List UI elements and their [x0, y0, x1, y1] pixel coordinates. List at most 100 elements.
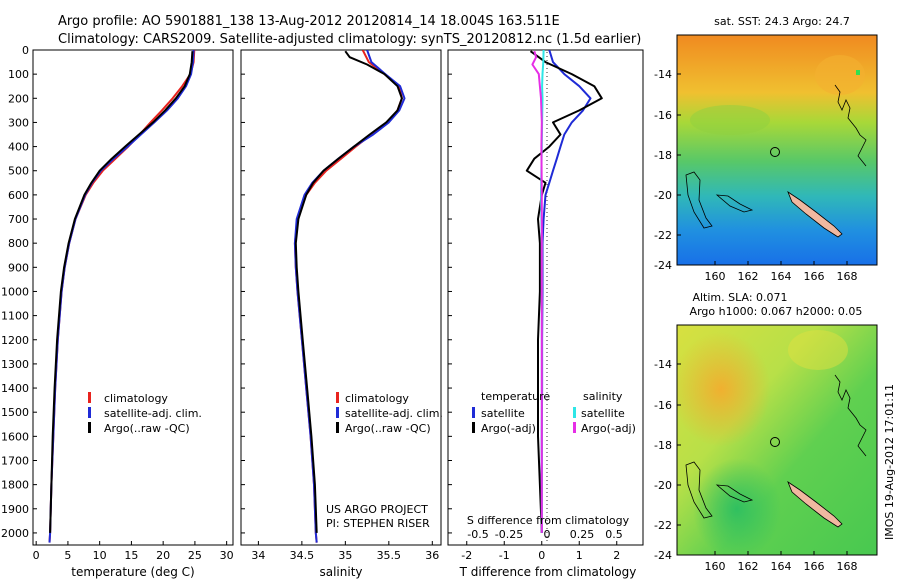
- temperature-panel-frame: [32, 49, 234, 546]
- depth-tick-label: 500: [8, 165, 29, 178]
- map-y-tick-label: -18: [654, 439, 672, 452]
- temperature-xlabel: temperature (deg C): [71, 565, 194, 579]
- x-tick-label: 2: [613, 549, 620, 562]
- depth-tick-label: 1900: [1, 503, 29, 516]
- map-y-tick-label: -20: [654, 189, 672, 202]
- map-x-tick-label: 164: [771, 560, 792, 573]
- x-tick-label: 36: [425, 549, 439, 562]
- legend-climatology: climatology: [104, 392, 168, 405]
- new-caledonia-land: [787, 190, 843, 238]
- vanuatu-islands: [834, 374, 867, 457]
- x-tick-label: 0: [33, 549, 40, 562]
- map-y-tick-label: -22: [654, 229, 672, 242]
- map-y-tick-label: -14: [654, 68, 672, 81]
- legend-satellite-adj: satellite-adj. clim.: [104, 407, 202, 420]
- legend-satellite: satellite: [481, 407, 525, 420]
- map-y-tick-label: -20: [654, 479, 672, 492]
- new-caledonia-land: [787, 480, 843, 528]
- depth-tick-label: 0: [22, 44, 29, 57]
- series-line-argo-raw-qc-: [294, 50, 403, 533]
- s-difference-tick-label: 0.25: [570, 528, 595, 541]
- difference-salinity-legend: salinity satellite Argo(-adj): [573, 390, 636, 435]
- series-line-satellite-adj-clim-: [48, 50, 195, 543]
- salinity-xlabel: salinity: [319, 565, 362, 579]
- salinity-series: [293, 50, 406, 543]
- salinity-x-axis: 34 34.5 35 35.5 36: [251, 541, 439, 562]
- series-line-satellite-adj-clim-: [293, 50, 406, 543]
- float-position-marker: [770, 147, 780, 157]
- legend-argo: Argo(..raw -QC): [345, 422, 431, 435]
- s-difference-tick-label: -0.5: [467, 528, 488, 541]
- map-x-tick-label: 166: [804, 270, 825, 283]
- s-difference-label: S difference from climatology: [467, 514, 630, 527]
- sst-map-title: sat. SST: 24.3 Argo: 24.7: [714, 15, 850, 28]
- x-tick-label: 34.5: [290, 549, 315, 562]
- depth-tick-label: 2000: [1, 527, 29, 540]
- header-line1: Argo profile: AO 5901881_138 13-Aug-2012…: [58, 14, 560, 29]
- depth-tick-label: 200: [8, 92, 29, 105]
- sla-map-axes: 160 162 164 166 168 -14 -16 -18 -20 -22 -24: [654, 358, 857, 573]
- depth-tick-label: 1800: [1, 479, 29, 492]
- map-x-tick-label: 166: [804, 560, 825, 573]
- imos-timestamp: IMOS 19-Aug-2012 17:01:11: [883, 384, 896, 540]
- x-tick-label: -2: [461, 549, 472, 562]
- x-tick-label: 5: [64, 549, 71, 562]
- legend-argo: Argo(..raw -QC): [104, 422, 190, 435]
- map-x-tick-label: 160: [705, 560, 726, 573]
- difference-series: [525, 50, 603, 533]
- depth-tick-label: 1700: [1, 454, 29, 467]
- series-line-argo-adj-: [525, 50, 603, 533]
- depth-axis: 0 100 200 300 400 500 600 700 800 900 1000 1100 1200…: [1, 44, 452, 540]
- series-line-satellite: [540, 50, 592, 533]
- s-difference-tick-label: 0.5: [605, 528, 623, 541]
- map-x-tick-label: 160: [705, 270, 726, 283]
- series-line-argo-raw-qc-: [49, 51, 194, 533]
- sst-map: [676, 34, 878, 266]
- reef-outline: [715, 194, 754, 213]
- x-tick-label: 35.5: [377, 549, 402, 562]
- salinity-panel-frame: [240, 49, 442, 546]
- depth-tick-label: 800: [8, 237, 29, 250]
- map-y-tick-label: -24: [654, 259, 672, 272]
- s-difference-tick-label: -0.25: [495, 528, 523, 541]
- project-annotation: US ARGO PROJECT: [326, 503, 428, 516]
- chesterfield-reef-outline: [685, 461, 713, 519]
- series-line-climatology: [48, 50, 196, 543]
- map-x-tick-label: 168: [837, 560, 858, 573]
- temperature-series: [48, 50, 196, 543]
- depth-tick-label: 700: [8, 213, 29, 226]
- difference-temperature-legend: temperature satellite Argo(-adj): [472, 390, 550, 435]
- legend-argo-adj: Argo(-adj): [581, 422, 636, 435]
- legend-argo-adj: Argo(-adj): [481, 422, 536, 435]
- sst-map-axes: 160 162 164 166 168 -14 -16 -18 -20 -22 -24: [654, 68, 857, 283]
- map-x-tick-label: 164: [771, 270, 792, 283]
- map-x-tick-label: 162: [738, 560, 759, 573]
- x-tick-label: 30: [220, 549, 234, 562]
- reef-outline: [715, 484, 754, 503]
- x-tick-label: -1: [499, 549, 510, 562]
- chesterfield-reef-outline: [685, 171, 713, 229]
- legend-title-temperature: temperature: [481, 390, 550, 403]
- depth-tick-label: 600: [8, 189, 29, 202]
- x-tick-label: 34: [251, 549, 265, 562]
- temperature-legend: climatology satellite-adj. clim. Argo(..…: [88, 392, 202, 435]
- map-y-tick-label: -14: [654, 358, 672, 371]
- depth-tick-label: 1300: [1, 358, 29, 371]
- map-y-tick-label: -24: [654, 549, 672, 562]
- depth-tick-label: 1000: [1, 285, 29, 298]
- map-y-tick-label: -16: [654, 109, 672, 122]
- series-line-argo-adj-: [531, 50, 543, 533]
- map-x-tick-label: 162: [738, 270, 759, 283]
- legend-satellite: satellite: [581, 407, 625, 420]
- vanuatu-islands: [834, 84, 867, 167]
- x-tick-label: 35: [338, 549, 352, 562]
- map-y-tick-label: -16: [654, 399, 672, 412]
- difference-x-axis: -2 -1 0 1 2 -0.5 -0.25 0 0.25 0.5: [461, 528, 622, 562]
- sla-map-title-line2: Argo h1000: 0.067 h2000: 0.05: [690, 305, 863, 318]
- x-tick-label: 1: [576, 549, 583, 562]
- depth-tick-label: 400: [8, 141, 29, 154]
- map-x-tick-label: 168: [837, 270, 858, 283]
- depth-tick-label: 1100: [1, 310, 29, 323]
- sla-map: [676, 324, 878, 556]
